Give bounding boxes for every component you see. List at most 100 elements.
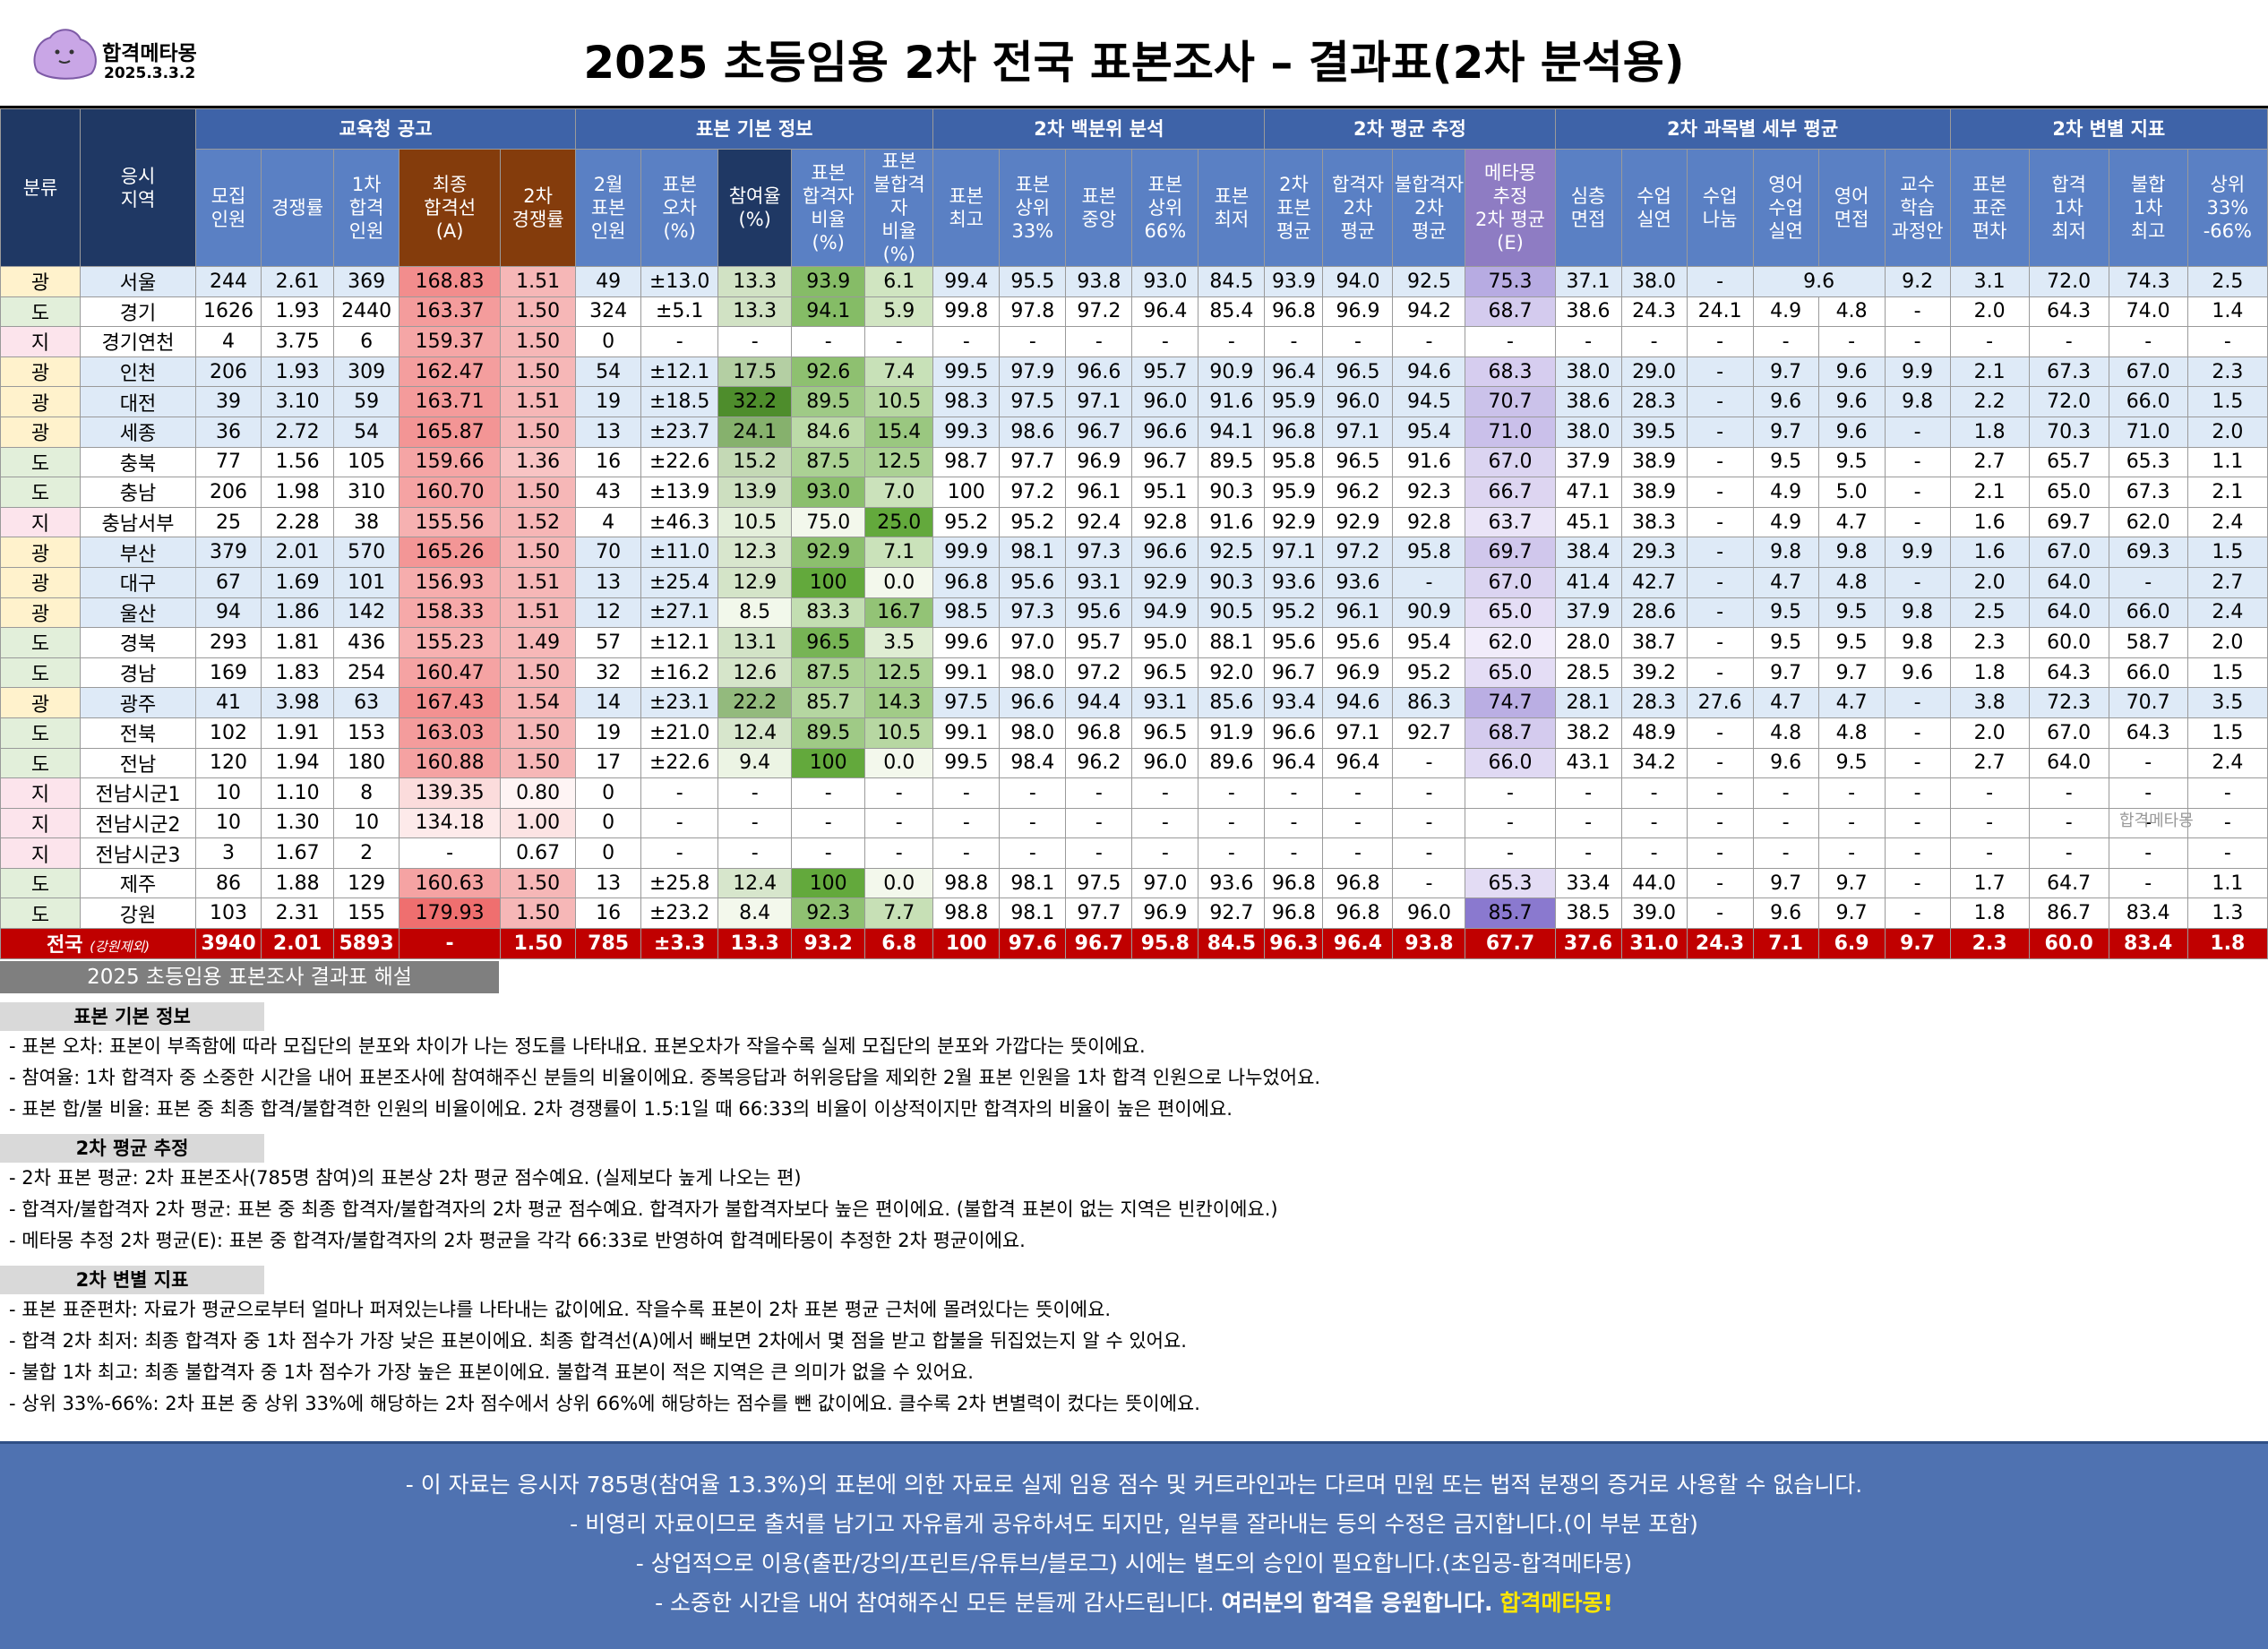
data-cell: 91.9: [1198, 717, 1266, 749]
data-cell: 91.6: [1198, 506, 1266, 538]
data-cell: 69.7: [1465, 537, 1556, 568]
data-cell: 94.4: [1065, 687, 1133, 718]
column-header: 상위 33% -66%: [2186, 149, 2268, 267]
note-item: - 합격자/불합격자 2차 평균: 표본 중 최종 합격자/불합격자의 2차 평…: [9, 1198, 1278, 1220]
region-cell: 충남서부: [80, 506, 197, 538]
data-cell: 310: [333, 477, 400, 508]
data-cell: 14.3: [864, 687, 934, 718]
group-header: 2차 평균 추정: [1264, 108, 1556, 150]
footer-line: - 상업적으로 이용(출판/강의/프린트/유튜브/블로그) 시에는 별도의 승인…: [635, 1550, 1633, 1576]
data-cell: 95.6: [1322, 627, 1394, 658]
note-item: - 표본 오차: 표본이 부족함에 따라 모집단의 분포와 차이가 나는 정도를…: [9, 1035, 1146, 1057]
data-cell: -: [1065, 777, 1133, 809]
data-cell: 7.4: [864, 356, 934, 388]
data-cell: 3.98: [261, 687, 335, 718]
column-header: 불합 1차 최고: [2108, 149, 2188, 267]
data-cell: 2.7: [1949, 747, 2030, 779]
data-cell: 1.69: [261, 566, 335, 598]
data-cell: 95.4: [1392, 627, 1466, 658]
total-cell: ±3.3: [640, 928, 719, 959]
data-cell: -: [1131, 837, 1199, 869]
data-cell: 93.8: [1065, 266, 1133, 297]
data-cell: 93.1: [1065, 566, 1133, 598]
data-cell: 68.7: [1465, 717, 1556, 749]
column-header: 참여율 (%): [717, 149, 793, 267]
data-cell: 89.6: [1198, 747, 1266, 779]
data-cell: 9.6: [1817, 416, 1886, 448]
data-cell: 97.1: [1322, 717, 1394, 749]
data-cell: -: [1686, 537, 1754, 568]
data-cell: -: [999, 837, 1067, 869]
data-cell: 39: [195, 386, 262, 417]
data-cell: 4.7: [1752, 566, 1819, 598]
data-cell: 95.0: [1131, 627, 1199, 658]
region-cell: 광주: [80, 687, 197, 718]
data-cell: -: [1817, 777, 1886, 809]
group-header: 교육청 공고: [195, 108, 577, 150]
region-cell: 세종: [80, 416, 197, 448]
data-cell: 96.4: [1264, 747, 1324, 779]
data-cell: 96.9: [1322, 296, 1394, 328]
data-cell: 9.8: [1884, 597, 1951, 629]
data-cell: 96.0: [1322, 386, 1394, 417]
data-cell: 100: [791, 566, 866, 598]
data-cell: 59: [333, 386, 400, 417]
region-cell: 충남: [80, 477, 197, 508]
data-cell: 142: [333, 597, 400, 629]
data-cell: 65.3: [2108, 446, 2188, 478]
data-cell: 0: [575, 326, 642, 357]
total-cell: 84.5: [1198, 928, 1266, 959]
data-cell: 95.5: [999, 266, 1067, 297]
data-cell: 97.8: [999, 296, 1067, 328]
data-cell: -: [1686, 627, 1754, 658]
data-cell: 96.7: [1264, 657, 1324, 689]
notes: 2025 초등임용 표본조사 결과표 해설 표본 기본 정보 - 표본 오차: 표…: [0, 961, 2268, 1440]
data-cell: 1.30: [261, 807, 335, 839]
data-cell: 2.0: [2186, 416, 2268, 448]
data-cell: 2.2: [1949, 386, 2030, 417]
data-cell: 2.28: [261, 506, 335, 538]
data-cell: 63.7: [1465, 506, 1556, 538]
data-cell: 72.0: [2028, 266, 2109, 297]
data-cell: 96.5: [1131, 717, 1199, 749]
data-cell: 153: [333, 717, 400, 749]
column-header: 표본 오차 (%): [640, 149, 719, 267]
data-cell: 1.50: [500, 356, 577, 388]
data-cell: 96.7: [1131, 446, 1199, 478]
table-row: 도 충북 77 1.56 105 159.66 1.36 16 ±22.6 15.2 87.5 12.…: [0, 446, 2268, 478]
footer-text: - 소중한 시간을 내어 참여해주신 모든 분들께 감사드립니다.: [655, 1590, 1215, 1616]
data-cell: 13.9: [717, 477, 793, 508]
data-cell: 90.9: [1392, 597, 1466, 629]
region-cell: 인천: [80, 356, 197, 388]
data-cell: 72.0: [2028, 386, 2109, 417]
data-cell: -: [1686, 386, 1754, 417]
data-cell: 38.3: [1620, 506, 1688, 538]
data-cell: 2.0: [1949, 566, 2030, 598]
data-cell: 99.5: [932, 747, 1001, 779]
table-row: 광 서울 244 2.61 369 168.83 1.51 49 ±13.0 13.3 93.9 6.…: [0, 266, 2268, 297]
data-cell: 1.7: [1949, 867, 2030, 899]
total-cell: 1.8: [2186, 928, 2268, 959]
data-cell: 92.9: [1322, 506, 1394, 538]
data-cell: 67.3: [2108, 477, 2188, 508]
data-cell: 17.5: [717, 356, 793, 388]
data-cell: 570: [333, 537, 400, 568]
data-cell: -: [2108, 566, 2188, 598]
total-cell: 13.3: [717, 928, 793, 959]
data-cell: 96.8: [1322, 867, 1394, 899]
data-cell: 9.5: [1752, 446, 1819, 478]
data-cell: 37.9: [1554, 446, 1622, 478]
data-cell: 99.9: [932, 537, 1001, 568]
total-cell: 96.7: [1065, 928, 1133, 959]
total-cell: 24.3: [1686, 928, 1754, 959]
data-cell: -: [1198, 807, 1266, 839]
data-cell: 69.7: [2028, 506, 2109, 538]
data-cell: 6.1: [864, 266, 934, 297]
note-item: - 메타몽 추정 2차 평균(E): 표본 중 합격자/불합격자의 2차 평균을…: [9, 1230, 1026, 1251]
data-cell: 92.8: [1392, 506, 1466, 538]
data-cell: 2.31: [261, 898, 335, 930]
data-cell: 0: [575, 777, 642, 809]
data-cell: 93.4: [1264, 687, 1324, 718]
data-cell: 71.0: [1465, 416, 1556, 448]
